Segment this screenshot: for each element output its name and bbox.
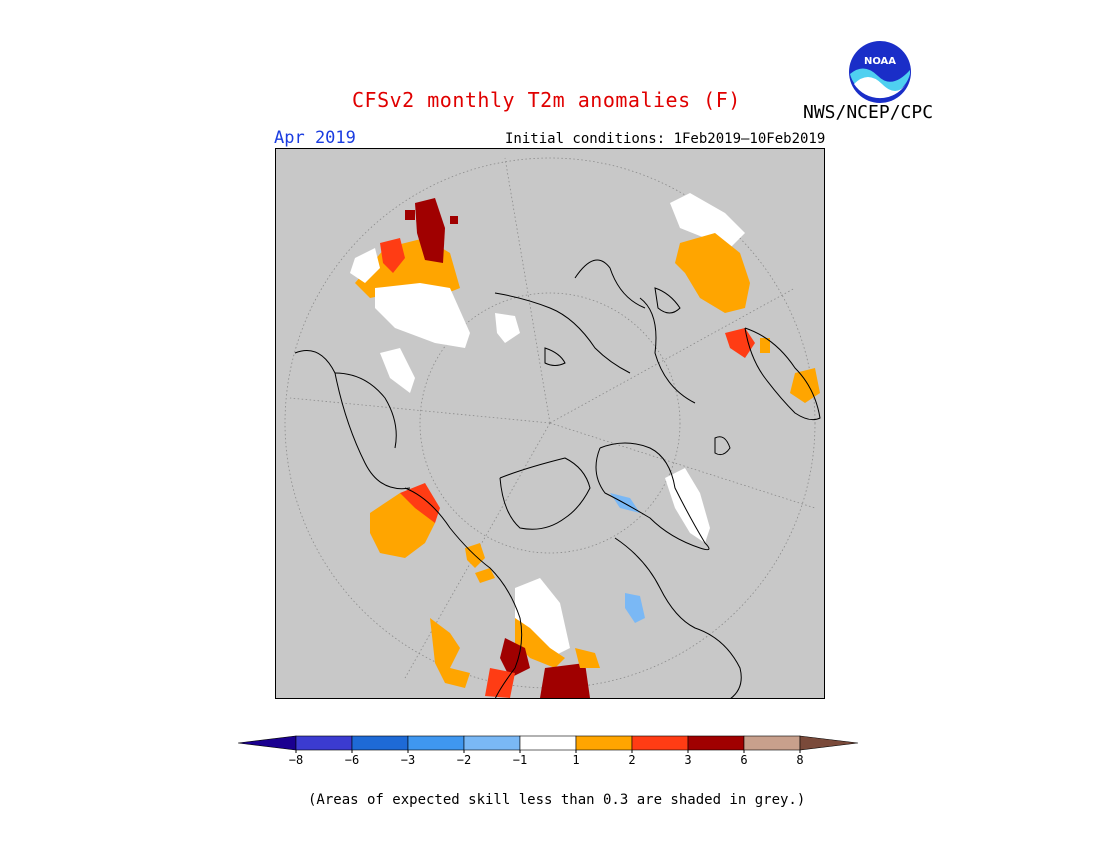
anomaly-warm-1to2 [675, 233, 750, 313]
anomaly-warm-3to6 [540, 663, 590, 698]
colorbar-tick-label: 3 [684, 753, 691, 767]
colorbar-tick-label: −1 [513, 753, 527, 767]
anomaly-warm-2to3 [485, 668, 515, 698]
noaa-logo-text: NOAA [864, 56, 896, 67]
anomaly-patches [350, 193, 820, 698]
colorbar-bin [519, 735, 577, 751]
anomaly-near-normal [495, 313, 520, 343]
anomaly-cool-1to2 [625, 593, 645, 623]
anomaly-near-normal [665, 468, 710, 543]
anomaly-warm-1to2 [430, 618, 470, 688]
anomaly-near-normal [375, 283, 470, 348]
anomaly-warm-2to3 [400, 483, 440, 523]
colorbar-tick-label: 1 [572, 753, 579, 767]
colorbar-bin [575, 735, 633, 751]
anomaly-warm-2to3 [725, 328, 755, 358]
colorbar-tick-label: −3 [401, 753, 415, 767]
colorbar-bin-high-arrow [799, 735, 859, 751]
anomaly-warm-3to6 [415, 198, 445, 263]
colorbar-tick-label: 6 [740, 753, 747, 767]
anomaly-warm-3to6 [450, 216, 458, 224]
anomaly-warm-3to6 [500, 638, 530, 678]
colorbar: −8 −6 −3 −2 −1 1 2 3 6 8 [237, 732, 862, 772]
anomaly-warm-1to2 [575, 648, 600, 668]
anomaly-warm-2to3 [380, 238, 405, 273]
colorbar-bin [351, 735, 409, 751]
colorbar-tick-label: −6 [345, 753, 359, 767]
colorbar-bin [631, 735, 689, 751]
polar-map [274, 147, 826, 700]
anomaly-near-normal [380, 348, 415, 393]
colorbar-bin [687, 735, 745, 751]
footnote: (Areas of expected skill less than 0.3 a… [308, 792, 806, 808]
colorbar-bin [743, 735, 801, 751]
colorbar-bin [463, 735, 521, 751]
anomaly-near-normal [670, 193, 745, 248]
forecast-month: Apr 2019 [274, 128, 356, 148]
anomaly-warm-3to6 [405, 210, 415, 220]
chart-title: CFSv2 monthly T2m anomalies (F) [352, 88, 741, 112]
coastlines [294, 259, 821, 700]
colorbar-bin [295, 735, 353, 751]
colorbar-tick-label: 2 [628, 753, 635, 767]
anomaly-warm-1to2 [475, 568, 495, 583]
colorbar-tick-label: −2 [457, 753, 471, 767]
colorbar-tick-label: 8 [796, 753, 803, 767]
anomaly-warm-1to2 [515, 618, 565, 668]
colorbar-bin-low-arrow [237, 735, 297, 751]
anomaly-near-normal [350, 248, 380, 283]
colorbar-tick-label: −8 [289, 753, 303, 767]
noaa-logo: NOAA [848, 40, 912, 104]
colorbar-bin [407, 735, 465, 751]
initial-conditions: Initial conditions: 1Feb2019–10Feb2019 [505, 131, 826, 147]
agency-label: NWS/NCEP/CPC [803, 102, 934, 123]
anomaly-warm-1to2 [760, 338, 770, 353]
